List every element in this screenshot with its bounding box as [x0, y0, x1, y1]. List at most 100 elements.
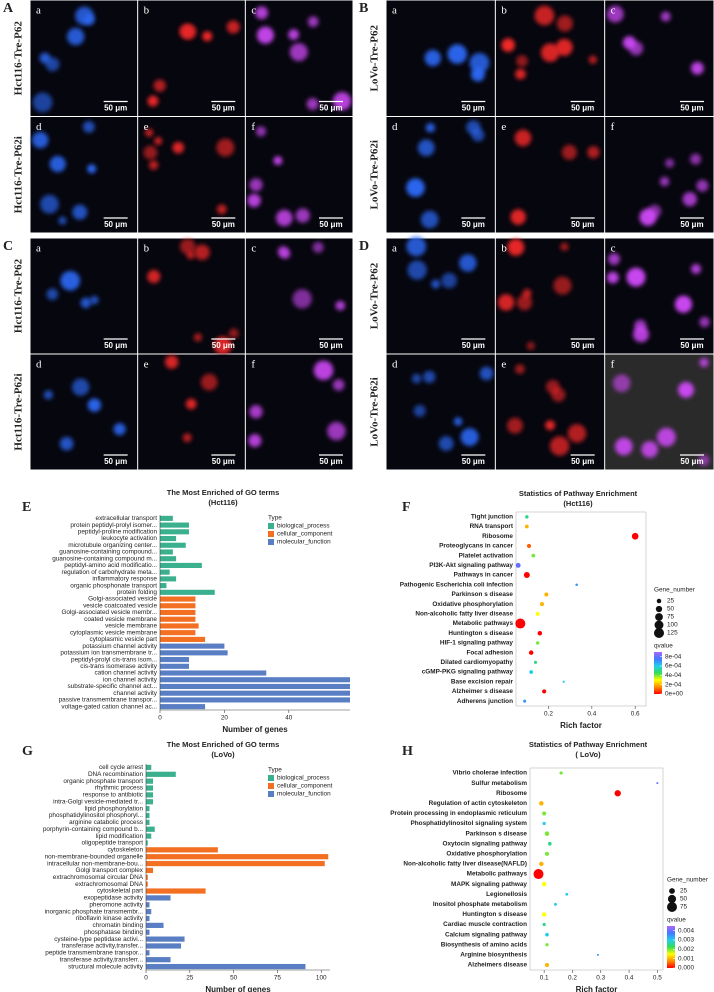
bar	[160, 636, 206, 642]
scale-label: 50 μm	[319, 457, 342, 466]
category-label: peptidyl-prolyl cis-trans isom...	[71, 656, 157, 663]
colorbar	[667, 926, 675, 968]
cell	[307, 16, 319, 28]
cell	[45, 57, 60, 72]
cell	[202, 31, 213, 42]
point	[547, 841, 552, 846]
legend-label: biological_process	[277, 523, 330, 530]
category-label: Oxytocin signaling pathway	[442, 840, 527, 847]
category-label: response to antibiotic	[83, 792, 144, 799]
point	[540, 602, 544, 607]
legend-label: biological_process	[277, 775, 330, 782]
bar	[146, 812, 150, 819]
bar	[146, 950, 150, 956]
cell	[555, 38, 573, 56]
category-label: Regulation of actin cytoskeleton	[429, 800, 527, 807]
bar	[146, 785, 154, 791]
panel-letter: G	[22, 744, 33, 759]
scale-label: 50 μm	[680, 457, 703, 466]
bar	[146, 874, 148, 880]
chart-title: The Most Enriched of GO terms	[167, 740, 280, 749]
cell	[228, 328, 239, 339]
category-label: regulation of carbohydrate meta...	[61, 569, 157, 576]
cell	[31, 131, 49, 149]
micrograph-bg	[605, 0, 714, 116]
cell	[696, 179, 709, 192]
cell	[255, 6, 269, 20]
plot-frame	[515, 511, 647, 707]
bar	[160, 683, 350, 690]
point	[515, 618, 526, 629]
cell	[424, 49, 442, 67]
size-legend-dot	[656, 598, 662, 604]
category-label: MAPK signaling pathway	[451, 881, 527, 888]
bar	[160, 522, 189, 528]
category-label: transferase activity,transfer...	[62, 943, 143, 950]
cell	[58, 216, 67, 225]
cell	[313, 360, 334, 381]
scale-label: 50 μm	[104, 457, 127, 466]
cell	[288, 29, 300, 40]
micrograph	[495, 354, 605, 470]
category-label: Cardiac muscle contraction	[443, 921, 527, 928]
category-label: arginine catabolic process	[69, 819, 143, 826]
cell	[332, 379, 345, 391]
cell	[660, 11, 671, 22]
scale-label: 50 μm	[680, 341, 703, 350]
cell	[417, 139, 435, 157]
bar	[146, 957, 171, 963]
scale-label: 50 μm	[212, 457, 235, 466]
category-label: Alzheimers disease	[468, 962, 528, 969]
bar	[146, 819, 150, 825]
point	[526, 543, 532, 549]
category-label: peptidyl-proline modification	[78, 528, 158, 535]
scale-label: 50 μm	[104, 341, 127, 350]
cell	[72, 204, 88, 220]
subpanel-letter: a	[392, 243, 397, 255]
bar	[160, 529, 189, 535]
point	[575, 583, 578, 587]
bar	[146, 778, 154, 784]
cell	[553, 276, 572, 295]
category-label: riboflavin kinase activity	[76, 915, 144, 922]
bar	[160, 603, 196, 609]
bar	[160, 549, 173, 555]
micrograph-bg	[138, 354, 245, 470]
micrograph-bg	[30, 238, 138, 354]
point	[523, 699, 527, 703]
panel-letter: A	[3, 1, 14, 16]
scale-label: 50 μm	[680, 104, 703, 113]
bar	[160, 609, 196, 616]
size-legend-title: Gene_number	[667, 877, 709, 884]
cell	[306, 98, 319, 110]
micrograph	[138, 354, 245, 470]
cell	[699, 316, 710, 328]
cell	[87, 398, 102, 412]
subpanel-letter: f	[611, 121, 615, 133]
bar	[146, 881, 148, 887]
category-label: protein folding	[117, 589, 158, 596]
cell	[588, 55, 598, 64]
cell	[425, 122, 436, 133]
cell	[690, 153, 702, 165]
cell	[280, 249, 291, 260]
cell	[289, 43, 308, 62]
bar	[160, 630, 196, 636]
cell	[459, 254, 477, 272]
x-tick-label: 0.6	[631, 711, 640, 718]
cell	[516, 294, 533, 311]
scale-label: 50 μm	[319, 220, 342, 229]
chart-subtitle: (LoVo)	[211, 750, 235, 759]
cell	[431, 279, 441, 289]
cell	[560, 242, 569, 251]
cell	[226, 20, 240, 34]
category-label: Pathogenic Escherichia coli infection	[400, 581, 513, 588]
category-label: Ribosome	[496, 790, 527, 797]
subpanel-letter: c	[251, 5, 256, 17]
bar	[160, 670, 267, 676]
micrograph	[495, 238, 605, 354]
point	[525, 515, 529, 519]
cell	[327, 421, 346, 441]
size-legend-dot	[655, 613, 663, 621]
cell	[273, 156, 283, 166]
